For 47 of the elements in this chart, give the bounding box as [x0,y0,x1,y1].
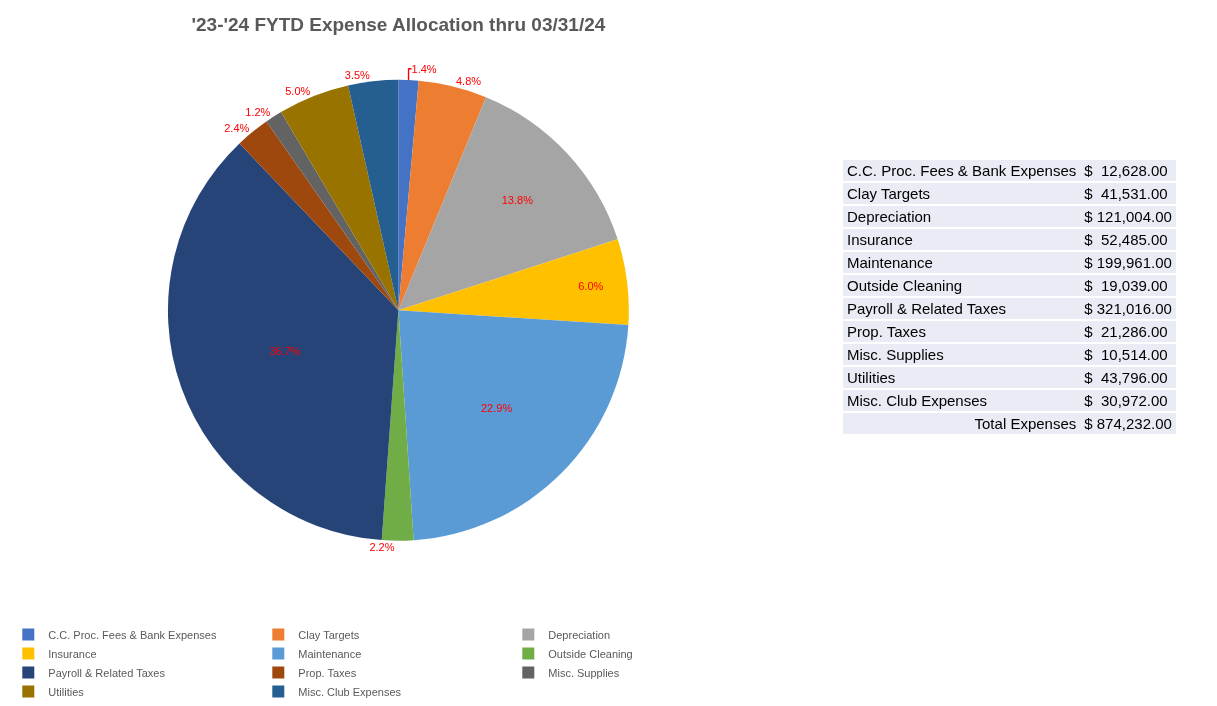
text: $ 21,286.00 [1084,323,1168,340]
category-label: Depreciation [843,206,1081,227]
category-label: Outside Cleaning [843,275,1081,296]
legend-label: Misc. Supplies [548,666,620,679]
text: Total Expenses [843,413,1081,434]
legend-label: Prop. Taxes [298,666,357,679]
data-label: 2.4% [224,122,250,135]
text: $ 121,004.00 [1084,208,1172,225]
text: $ 321,016.00 [1084,300,1172,317]
legend-label: C.C. Proc. Fees & Bank Expenses [48,628,217,641]
text: $ 10,514.00 [1084,346,1168,363]
legend-label: Insurance [48,647,97,660]
legend-label: Outside Cleaning [548,647,633,660]
category-label: Insurance [843,229,1081,250]
data-label: 3.5% [344,69,371,82]
data-label: 36.7% [269,344,301,357]
legend-label: Misc. Club Expenses [298,685,402,698]
legend-label: Clay Targets [298,628,360,641]
legend-label: Maintenance [298,647,362,660]
category-label: Prop. Taxes [843,321,1081,342]
chart-title: '23-'24 FYTD Expense Allocation thru 03/31/24 [191,13,606,35]
legend-label: Depreciation [548,628,611,641]
text: $ 30,972.00 [1084,392,1168,409]
category-label: Payroll & Related Taxes [843,298,1081,319]
text: $ 874,232.00 [1084,415,1172,432]
data-label: 4.8% [455,74,482,87]
text: $ 199,961.00 [1084,254,1172,271]
legend-label: Payroll & Related Taxes [48,666,166,679]
text: $ 19,039.00 [1084,277,1168,294]
text: $ 12,628.00 [1084,162,1168,179]
data-label: 5.0% [285,84,311,97]
data-label: 6.0% [578,280,604,293]
data-label: 13.8% [501,194,534,207]
category-label: Utilities [843,367,1081,388]
text: $ 52,485.00 [1084,231,1168,248]
legend-label: Utilities [48,685,85,698]
category-label: Clay Targets [843,183,1081,204]
category-label: Maintenance [843,252,1081,273]
text: $ 43,796.00 [1084,369,1168,386]
text: $ 41,531.00 [1084,185,1168,202]
data-label: 1.4% [411,62,437,75]
category-label: Misc. Club Expenses [843,390,1081,411]
data-label: 2.2% [369,540,395,553]
data-label: 1.2% [245,106,271,119]
data-label: 22.9% [480,402,513,415]
category-label: Misc. Supplies [843,344,1081,365]
category-label: C.C. Proc. Fees & Bank Expenses [843,160,1081,181]
